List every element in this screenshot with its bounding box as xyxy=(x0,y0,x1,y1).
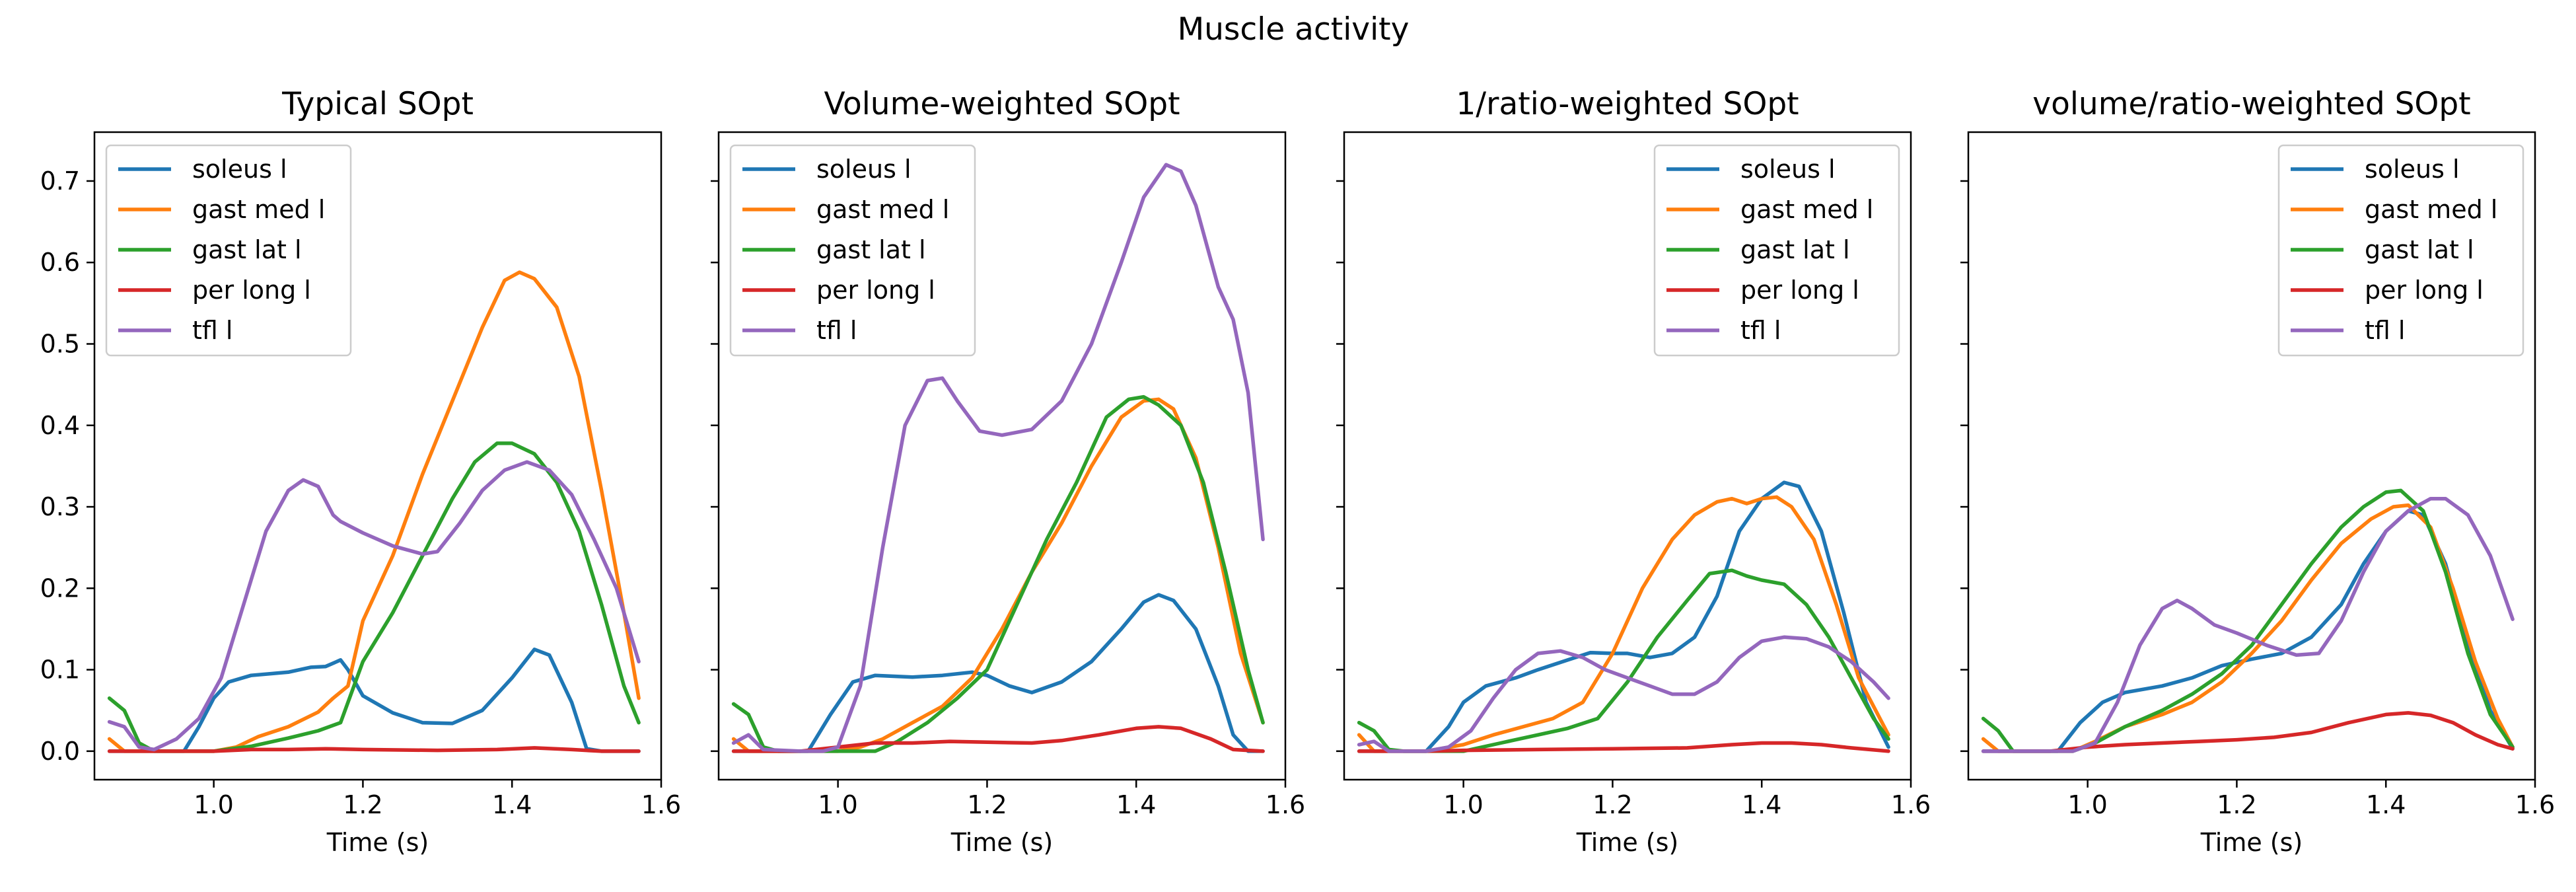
legend-label: gast lat l xyxy=(192,235,302,264)
x-tick-label: 1.6 xyxy=(641,790,681,819)
legend-box xyxy=(729,144,976,357)
x-tick-label: 1.6 xyxy=(2515,790,2555,819)
plot-title: volume/ratio-weighted SOpt xyxy=(2032,86,2470,122)
series-lines xyxy=(107,270,641,753)
legend-label: soleus l xyxy=(2365,155,2460,184)
y-tick-label: 0.5 xyxy=(40,330,80,359)
legend-label: gast lat l xyxy=(816,235,926,264)
legend-label: gast med l xyxy=(816,195,949,224)
series-line xyxy=(731,593,1265,753)
series-lines xyxy=(1357,480,1890,753)
plot-title: 1/ratio-weighted SOpt xyxy=(1456,86,1799,122)
legend: soleus l gast med l gast lat l per long l tf… xyxy=(105,144,352,357)
x-tick-label: 1.2 xyxy=(343,790,382,819)
x-tick-label: 1.4 xyxy=(492,790,532,819)
legend-label: gast lat l xyxy=(2365,235,2474,264)
x-axis-label: Time (s) xyxy=(326,828,429,857)
legend-label: per long l xyxy=(1740,276,1859,305)
legend: soleus l gast med l gast lat l per long l tf… xyxy=(1653,144,1900,357)
chart-panel-2: Volume-weighted SOpt 1.0 1.2 1.4 1.6 Time (s)… xyxy=(711,86,1305,857)
legend-label: gast med l xyxy=(1740,195,1873,224)
legend-label: soleus l xyxy=(1740,155,1836,184)
axes-frame xyxy=(93,131,662,781)
series-line xyxy=(1981,711,2515,753)
x-tick-label: 1.0 xyxy=(1443,790,1483,819)
x-tick-label: 1.4 xyxy=(1116,790,1156,819)
x-tick-label: 1.0 xyxy=(194,790,233,819)
legend-label: per long l xyxy=(816,276,935,305)
series-line xyxy=(731,725,1265,753)
x-tick-label: 1.6 xyxy=(1266,790,1305,819)
axes-frame xyxy=(1967,131,2536,781)
legend-label: soleus l xyxy=(192,155,287,184)
legend-label: gast lat l xyxy=(1740,235,1850,264)
x-tick-label: 1.6 xyxy=(1891,790,1931,819)
legend-box xyxy=(2277,144,2524,357)
x-axis-label: Time (s) xyxy=(2200,828,2303,857)
series-line xyxy=(1357,635,1890,753)
x-tick-label: 1.2 xyxy=(1592,790,1632,819)
series-line xyxy=(1981,496,2515,753)
series-lines xyxy=(1981,488,2515,753)
legend-label: tfl l xyxy=(192,316,233,345)
legend-box xyxy=(1653,144,1900,357)
x-tick-label: 1.2 xyxy=(2217,790,2256,819)
legend: soleus l gast med l gast lat l per long l tf… xyxy=(2277,144,2524,357)
legend-box xyxy=(105,144,352,357)
series-lines xyxy=(731,163,1265,753)
chart-panel-3: 1/ratio-weighted SOpt 1.0 1.2 1.4 1.6 Time (s… xyxy=(1336,86,1931,857)
panels: Typical SOpt 1.0 1.2 1.4 1.6 Time (s) 0.0 0.1 0.… xyxy=(40,86,2556,857)
legend-label: tfl l xyxy=(2365,316,2405,345)
legend-label: gast med l xyxy=(192,195,325,224)
chart-panel-4: volume/ratio-weighted SOpt 1.0 1.2 1.4 1.6 Ti… xyxy=(1960,86,2555,857)
series-line xyxy=(1357,495,1890,753)
x-tick-label: 1.4 xyxy=(2366,790,2406,819)
x-axis-label: Time (s) xyxy=(1576,828,1679,857)
series-line xyxy=(107,460,641,752)
figure-title: Muscle activity xyxy=(1178,11,1410,48)
x-tick-label: 1.4 xyxy=(1742,790,1781,819)
legend-label: per long l xyxy=(192,276,311,305)
y-tick-label: 0.3 xyxy=(40,492,80,521)
series-line xyxy=(107,746,641,753)
y-tick-label: 0.7 xyxy=(40,167,80,196)
y-tick-label: 0.1 xyxy=(40,655,80,685)
legend-label: per long l xyxy=(2365,276,2484,305)
legend: soleus l gast med l gast lat l per long l tf… xyxy=(729,144,976,357)
y-tick-label: 0.4 xyxy=(40,411,80,440)
axes-frame xyxy=(1343,131,1912,781)
y-tick-label: 0.2 xyxy=(40,574,80,603)
y-tick-label: 0.6 xyxy=(40,248,80,277)
plot-title: Volume-weighted SOpt xyxy=(824,86,1180,122)
chart-panel-1: Typical SOpt 1.0 1.2 1.4 1.6 Time (s) 0.0 0.1 0.… xyxy=(40,86,682,857)
legend-label: soleus l xyxy=(816,155,912,184)
x-tick-label: 1.0 xyxy=(2067,790,2107,819)
legend-label: tfl l xyxy=(816,316,857,345)
series-line xyxy=(731,163,1265,753)
legend-label: gast med l xyxy=(2365,195,2497,224)
plot-title: Typical SOpt xyxy=(281,86,474,122)
series-line xyxy=(1357,741,1890,753)
x-axis-label: Time (s) xyxy=(950,828,1054,857)
series-line xyxy=(1357,480,1890,753)
x-tick-label: 1.0 xyxy=(818,790,857,819)
axes-frame xyxy=(717,131,1287,781)
legend-label: tfl l xyxy=(1740,316,1781,345)
y-tick-label: 0.0 xyxy=(40,737,80,766)
x-tick-label: 1.2 xyxy=(967,790,1007,819)
